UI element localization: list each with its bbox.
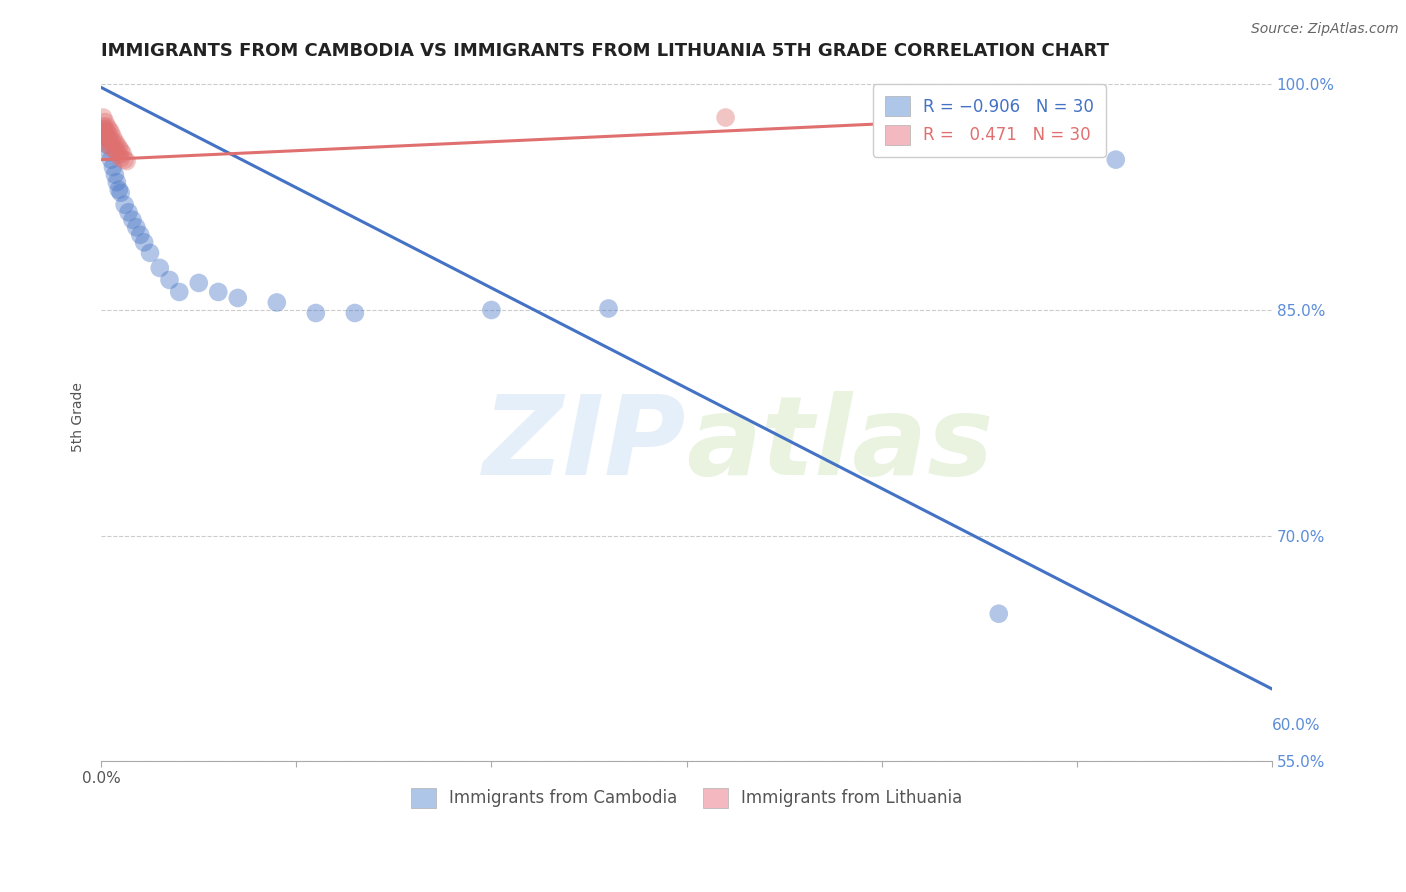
Point bbox=[100, 126, 122, 140]
Text: IMMIGRANTS FROM CAMBODIA VS IMMIGRANTS FROM LITHUANIA 5TH GRADE CORRELATION CHAR: IMMIGRANTS FROM CAMBODIA VS IMMIGRANTS F… bbox=[101, 42, 1109, 60]
Point bbox=[104, 135, 127, 149]
Point bbox=[98, 122, 121, 136]
Point bbox=[107, 183, 129, 197]
Point bbox=[98, 130, 121, 145]
Point bbox=[100, 140, 122, 154]
Point bbox=[167, 285, 190, 299]
Point bbox=[96, 120, 118, 134]
Point bbox=[1007, 111, 1029, 125]
Point bbox=[94, 130, 117, 145]
Point bbox=[125, 220, 148, 235]
Point bbox=[110, 186, 132, 200]
Point bbox=[714, 111, 737, 125]
Point bbox=[100, 153, 122, 167]
Point bbox=[94, 130, 117, 145]
Text: Source: ZipAtlas.com: Source: ZipAtlas.com bbox=[1251, 22, 1399, 37]
Point bbox=[343, 306, 366, 320]
Point bbox=[91, 122, 114, 136]
Point bbox=[96, 137, 118, 152]
Point bbox=[121, 212, 143, 227]
Point bbox=[481, 303, 503, 318]
Point bbox=[104, 168, 127, 182]
Point bbox=[107, 148, 129, 162]
Point bbox=[98, 145, 121, 160]
Point bbox=[105, 145, 128, 160]
Point bbox=[110, 144, 132, 158]
Point bbox=[94, 115, 117, 129]
Point bbox=[114, 153, 136, 167]
Point bbox=[187, 276, 209, 290]
Point bbox=[598, 301, 620, 316]
Point bbox=[134, 235, 156, 250]
Point bbox=[115, 154, 138, 169]
Point bbox=[226, 291, 249, 305]
Point bbox=[91, 120, 114, 134]
Point bbox=[117, 205, 139, 219]
Point bbox=[149, 260, 172, 275]
Point bbox=[100, 133, 122, 147]
Text: ZIP: ZIP bbox=[484, 391, 686, 498]
Point bbox=[305, 306, 328, 320]
Point bbox=[159, 273, 181, 287]
Point bbox=[110, 151, 132, 165]
Point bbox=[266, 295, 288, 310]
Point bbox=[91, 126, 114, 140]
Point bbox=[101, 137, 124, 152]
Point bbox=[107, 140, 129, 154]
Point bbox=[111, 146, 134, 161]
Point bbox=[101, 160, 124, 174]
Point bbox=[129, 227, 152, 242]
Point bbox=[96, 126, 118, 140]
Y-axis label: 5th Grade: 5th Grade bbox=[72, 382, 86, 451]
Point bbox=[91, 111, 114, 125]
Point bbox=[987, 607, 1010, 621]
Point bbox=[104, 142, 127, 156]
Point bbox=[207, 285, 229, 299]
Legend: Immigrants from Cambodia, Immigrants from Lithuania: Immigrants from Cambodia, Immigrants fro… bbox=[405, 781, 969, 814]
Text: atlas: atlas bbox=[686, 391, 994, 498]
Point bbox=[101, 130, 124, 145]
Point bbox=[1105, 153, 1128, 167]
Point bbox=[96, 133, 118, 147]
Point bbox=[105, 137, 128, 152]
Point bbox=[98, 137, 121, 152]
Point bbox=[94, 122, 117, 136]
Point bbox=[139, 245, 162, 260]
Text: 60.0%: 60.0% bbox=[1272, 718, 1320, 733]
Point bbox=[114, 198, 136, 212]
Point bbox=[105, 175, 128, 189]
